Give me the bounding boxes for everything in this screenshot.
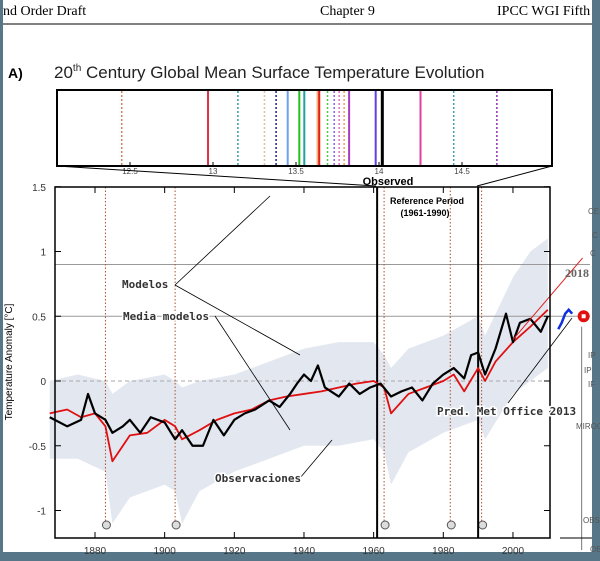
- side-model-label: IP: [584, 366, 592, 375]
- side-model-label: C: [592, 231, 598, 240]
- y-tick-label: 1.5: [32, 183, 46, 194]
- side-model-label: IP: [588, 351, 596, 360]
- x-tick-label: 1980: [432, 546, 455, 557]
- y-tick-label: -0.5: [29, 442, 47, 453]
- main-plot: Reference Period (1961-1990) 2018 1880 1900 1…: [4, 183, 600, 557]
- zoom-connector-right: [476, 165, 553, 187]
- x-tick-label: 1920: [223, 546, 246, 557]
- title-text: Century Global Mean Surface Temperature …: [81, 63, 484, 82]
- chart-title: 20th Century Global Mean Surface Tempera…: [54, 63, 484, 82]
- inset-panel: 12.5 13 13.5 14 14.5 Observed: [56, 89, 553, 188]
- side-model-label: OBS: [583, 516, 600, 525]
- volcano-icon: [171, 520, 181, 530]
- trend-line: [512, 257, 584, 340]
- annotation-leader-line: [174, 195, 271, 286]
- header-right: IPCC WGI Fifth: [497, 4, 590, 19]
- prediction-point-center: [581, 314, 586, 319]
- title-prefix: 20: [54, 63, 73, 82]
- x-tick-label: 1960: [363, 546, 386, 557]
- x-tick-label: 2000: [502, 546, 525, 557]
- model-mean-line: [49, 309, 549, 463]
- annotation-model_mean: Media modelos: [123, 310, 209, 323]
- plot-frame: [54, 186, 551, 539]
- plot-area: [55, 187, 550, 538]
- y-axis-label: Temperature Anomaly [°C]: [4, 303, 15, 420]
- reference-period-range: (1961-1990): [400, 208, 449, 218]
- inset-tick-label: 14: [375, 167, 384, 176]
- annotation-leader-line: [174, 284, 301, 356]
- header-center: Chapter 9: [320, 4, 375, 19]
- annotation-leader-line: [299, 439, 333, 479]
- x-tick-label: 1880: [84, 546, 107, 557]
- y-tick-label: -1: [37, 507, 46, 518]
- side-model-label: IF: [588, 380, 595, 389]
- volcano-icon: [446, 520, 456, 530]
- inset-tick-label: 12.5: [122, 167, 138, 176]
- y-tick-label: 0.5: [32, 312, 46, 323]
- side-model-label: CESM1: [588, 207, 600, 216]
- x-tick-label: 1900: [154, 546, 177, 557]
- zoom-connector-left: [56, 165, 377, 187]
- panel-label: A): [8, 65, 23, 81]
- title-superscript: th: [73, 63, 81, 74]
- reference-period-label: Reference Period: [390, 196, 464, 206]
- annotation-models: Modelos: [122, 278, 168, 291]
- observed-label: Observed: [363, 176, 414, 188]
- side-model-label: C: [590, 249, 596, 258]
- y-tick-label: 0: [40, 377, 46, 388]
- annotation-prediction: Pred. Met Office 2013: [437, 405, 576, 418]
- prediction-year-label: 2018: [565, 266, 589, 280]
- inset-tick-label: 14.5: [454, 167, 470, 176]
- side-model-label: OB: [590, 545, 600, 554]
- annotation-leader-line: [507, 317, 573, 404]
- x-tick-label: 1940: [293, 546, 316, 557]
- annotation-leader-line: [214, 315, 291, 431]
- observations-line: [49, 312, 549, 447]
- inset-tick-label: 13.5: [288, 167, 304, 176]
- inset-tick-label: 13: [209, 167, 218, 176]
- volcano-icon: [478, 520, 488, 530]
- projection-line: [557, 307, 574, 330]
- volcano-icon: [101, 520, 111, 530]
- y-tick-label: 1: [40, 248, 46, 259]
- annotation-observations: Observaciones: [215, 472, 301, 485]
- volcano-icon: [380, 520, 390, 530]
- header-left: nd Order Draft: [3, 4, 86, 19]
- side-model-label: MIROC: [576, 422, 600, 431]
